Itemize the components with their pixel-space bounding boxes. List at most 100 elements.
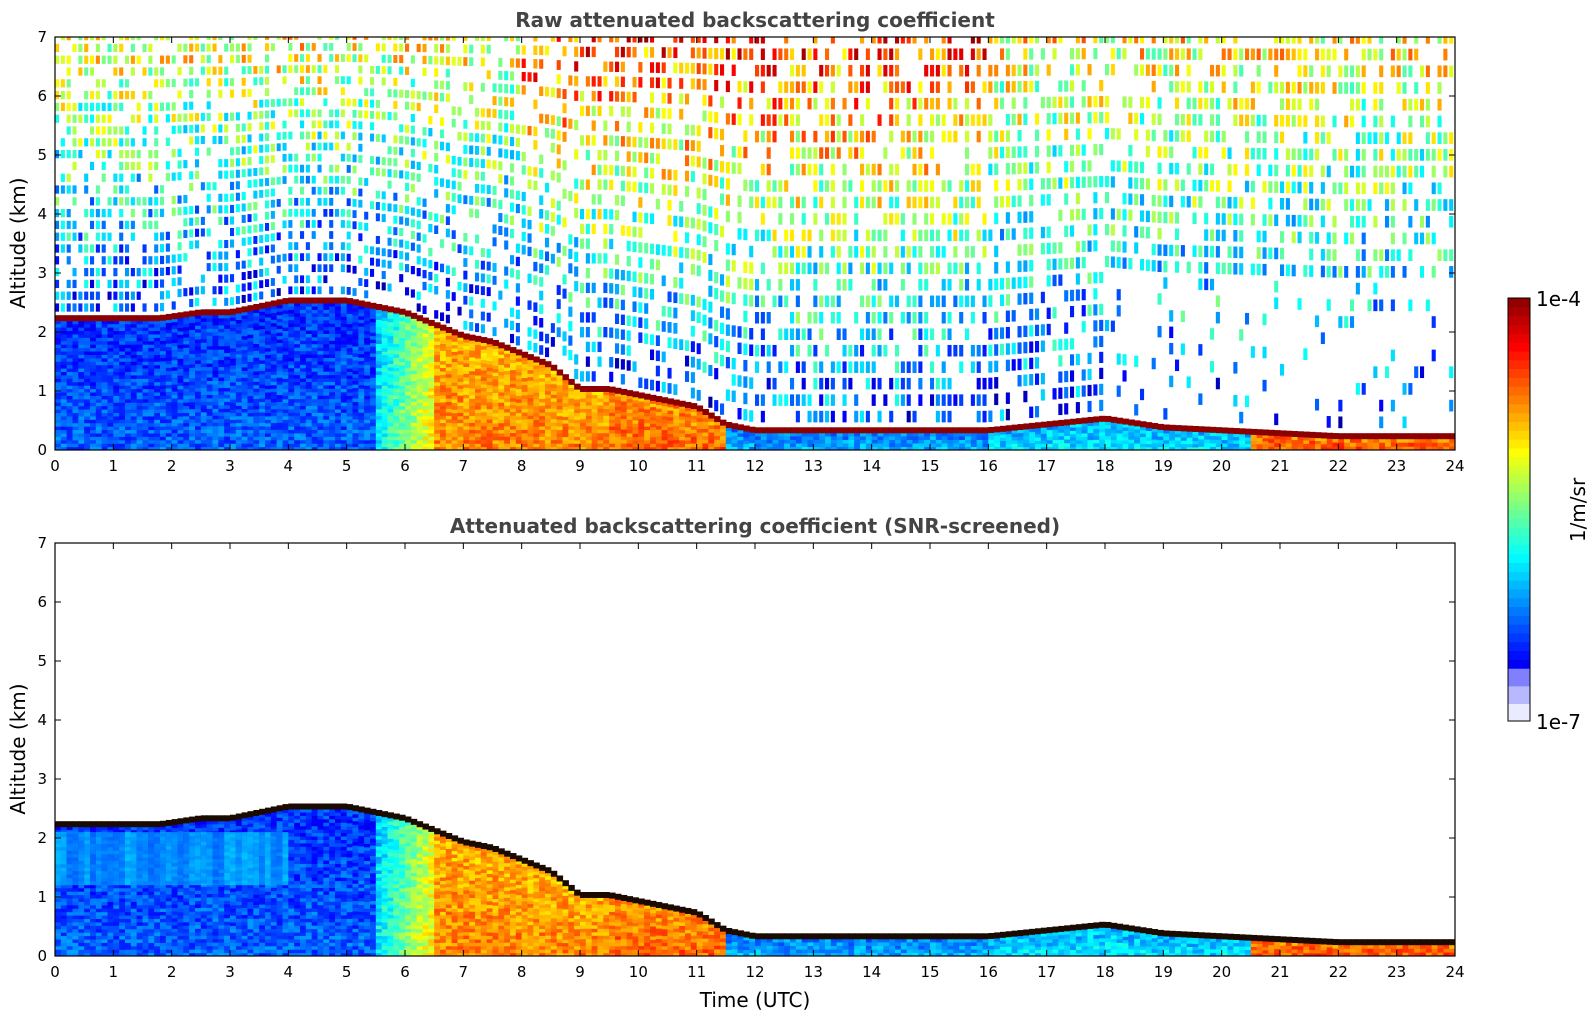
field-cell: [375, 329, 383, 334]
field-cell: [230, 347, 237, 352]
field-cell: [101, 354, 109, 359]
field-cell: [574, 432, 581, 437]
field-cell: [457, 391, 464, 396]
noise-speck: [154, 244, 159, 253]
noise-speck: [428, 163, 433, 173]
field-cell: [311, 347, 319, 352]
field-cell: [189, 429, 196, 434]
noise-speck: [533, 72, 538, 83]
field-cell: [125, 357, 132, 362]
field-cell: [66, 385, 74, 390]
field-cell: [416, 398, 424, 403]
noise-speck: [340, 54, 345, 62]
field-cell: [451, 446, 459, 450]
noise-speck: [195, 228, 200, 237]
field-cell: [119, 374, 126, 379]
field-cell: [329, 374, 336, 379]
field-cell: [212, 376, 219, 382]
layer-band: [300, 297, 307, 304]
noise-speck: [305, 54, 310, 62]
noise-speck: [469, 322, 474, 331]
field-cell: [107, 354, 114, 359]
noise-speck: [323, 186, 328, 195]
field-cell: [300, 312, 307, 317]
field-cell: [241, 394, 249, 399]
field-cell: [189, 436, 196, 441]
noise-speck: [60, 138, 65, 147]
noise-speck: [265, 189, 270, 198]
field-cell: [171, 404, 179, 409]
field-cell: [294, 302, 301, 307]
field-cell: [469, 374, 476, 379]
field-cell: [218, 324, 225, 329]
noise-speck: [200, 55, 205, 64]
noise-speck: [206, 37, 211, 41]
field-cell: [183, 378, 190, 383]
field-cell: [136, 419, 144, 424]
noise-speck: [136, 37, 141, 41]
noise-speck: [95, 209, 100, 218]
field-cell: [480, 439, 488, 444]
field-cell: [422, 346, 429, 351]
field-cell: [148, 415, 155, 420]
field-cell: [95, 361, 103, 366]
field-cell: [95, 327, 103, 332]
field-cell: [142, 340, 149, 345]
field-cell: [562, 392, 569, 397]
noise-speck: [498, 109, 503, 119]
noise-speck: [498, 200, 503, 210]
field-cell: [90, 361, 97, 366]
noise-speck: [148, 55, 153, 64]
noise-speck: [416, 173, 421, 182]
noise-speck: [463, 232, 468, 242]
field-cell: [317, 350, 324, 355]
noise-speck: [142, 268, 147, 277]
field-cell: [241, 436, 249, 441]
field-cell: [107, 439, 114, 444]
field-cell: [498, 357, 505, 362]
field-cell: [171, 377, 179, 382]
field-cell: [335, 425, 342, 431]
field-cell: [113, 340, 120, 345]
field-cell: [609, 439, 616, 444]
field-cell: [370, 377, 377, 382]
noise-speck: [101, 114, 106, 123]
noise-speck: [393, 250, 398, 259]
field-cell: [451, 443, 459, 448]
field-cell: [177, 412, 184, 417]
field-cell: [270, 412, 278, 417]
field-cell: [317, 446, 324, 450]
noise-speck: [346, 54, 351, 62]
noise-speck: [177, 277, 182, 286]
layer-band: [498, 342, 505, 349]
field-cell: [399, 340, 406, 345]
noise-speck: [480, 159, 485, 168]
field-cell: [475, 412, 482, 417]
field-cell: [492, 399, 499, 404]
field-cell: [119, 337, 126, 342]
noise-speck: [609, 371, 614, 383]
noise-speck: [142, 303, 147, 312]
field-cell: [486, 381, 494, 386]
field-cell: [399, 323, 406, 328]
field-cell: [253, 398, 260, 403]
field-cell: [78, 347, 85, 352]
noise-speck: [510, 123, 515, 134]
field-cell: [504, 425, 511, 430]
field-cell: [428, 439, 435, 444]
noise-speck: [358, 155, 363, 163]
field-cell: [335, 367, 342, 372]
field-cell: [113, 429, 120, 434]
field-cell: [498, 412, 505, 417]
field-cell: [235, 436, 243, 441]
field-cell: [591, 418, 599, 423]
noise-speck: [136, 102, 141, 112]
field-cell: [399, 320, 406, 325]
field-cell: [591, 436, 599, 441]
field-cell: [247, 337, 254, 342]
field-cell: [457, 443, 464, 448]
field-cell: [492, 389, 499, 394]
field-cell: [288, 377, 295, 382]
noise-speck: [241, 123, 246, 132]
noise-speck: [370, 122, 375, 131]
